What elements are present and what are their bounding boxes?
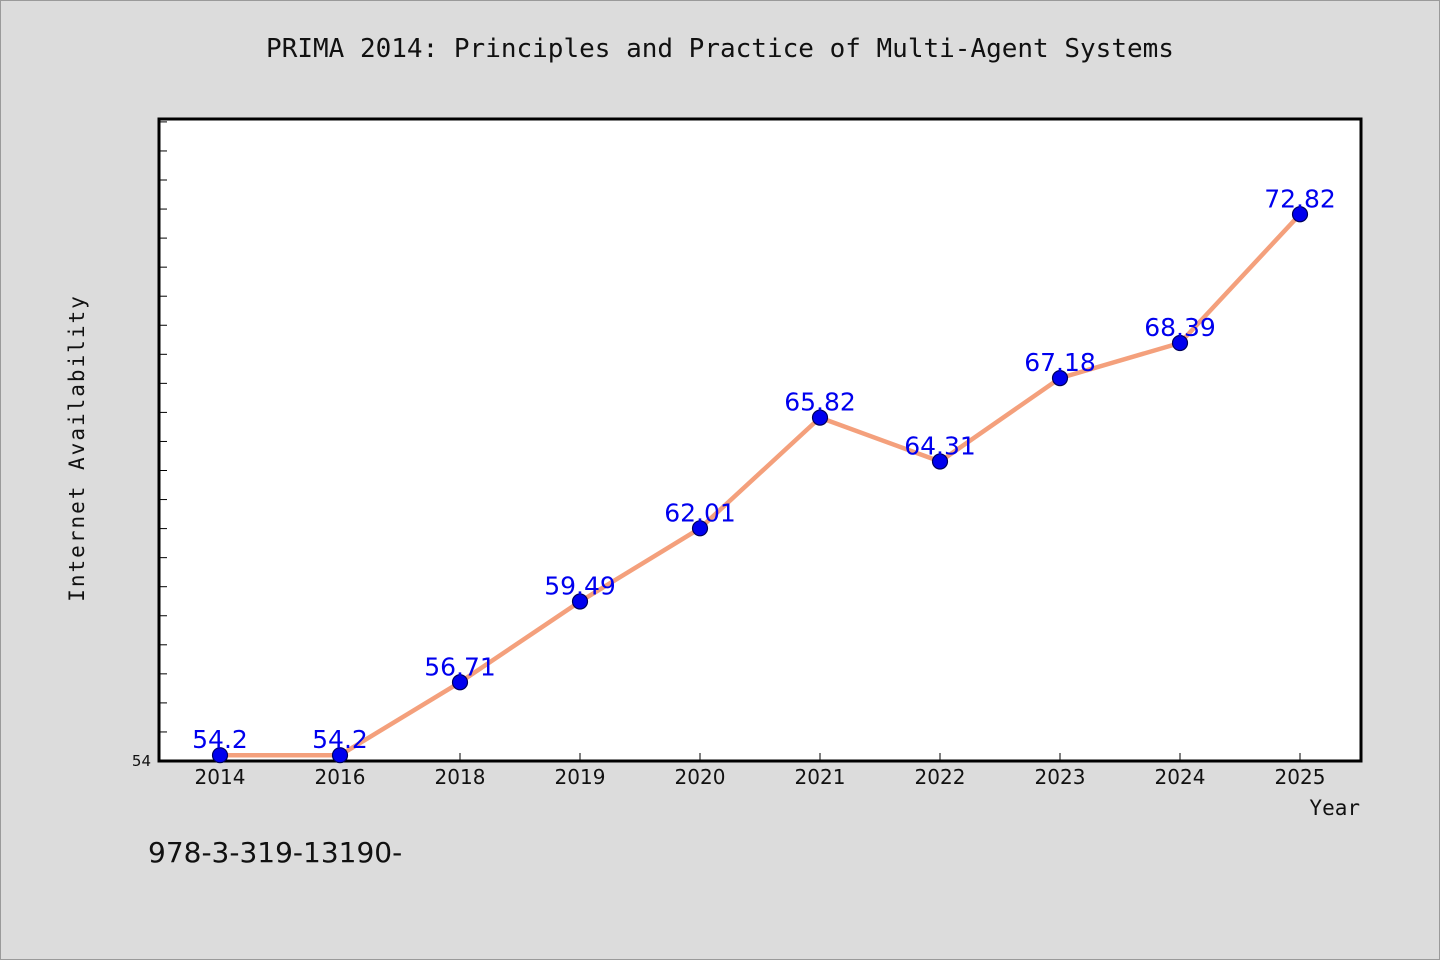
data-point-marker [1171,334,1189,352]
data-point-marker [571,593,589,610]
x-axis-label: Year [1309,796,1360,820]
x-tick-label: 2021 [795,765,846,789]
x-tick-label: 2014 [195,765,246,789]
data-point-marker [211,747,229,764]
data-label: 62.01 [664,498,736,527]
data-point-marker [451,674,469,691]
data-label: 72.82 [1264,184,1336,213]
x-tick-label: 2024 [1155,765,1206,789]
data-label: 65.82 [784,388,856,417]
footnote-isbn: 978-3-319-13190- [148,836,403,869]
x-axis-ticks: 2014 2016 2018 2019 2020 2021 2022 2023 2024 2025 [195,753,1326,789]
x-tick-label: 2020 [675,765,726,789]
chart-title: PRIMA 2014: Principles and Practice of M… [266,34,1174,64]
data-point-marker [811,409,829,426]
x-tick-label: 2018 [435,765,486,789]
data-label-layer: 54.2 54.2 56.71 59.49 62.01 65.82 64.31 67.18 68… [192,184,1336,754]
plot-area [157,117,1363,763]
data-label: 54.2 [312,725,368,754]
data-label: 68.39 [1144,313,1216,342]
y-tick-label: 54 [132,752,151,770]
x-tick-label: 2025 [1275,765,1326,789]
x-tick-label: 2019 [555,765,606,789]
x-tick-label: 2022 [915,765,966,789]
data-point-marker [931,453,949,470]
x-tick-label: 2023 [1035,765,1086,789]
data-label: 67.18 [1024,348,1096,377]
data-label: 54.2 [192,725,248,754]
data-point-marker [331,747,349,764]
series-line [217,212,1303,758]
data-label: 64.31 [904,431,976,460]
data-point-marker [1051,370,1069,387]
data-point-marker [691,520,709,537]
series-layer [211,206,1309,764]
x-tick-label: 2016 [315,765,366,789]
data-point-marker [1291,206,1309,223]
data-label: 59.49 [544,572,616,601]
data-label: 56.71 [424,652,496,681]
y-axis-ticks: 54 [132,121,167,770]
